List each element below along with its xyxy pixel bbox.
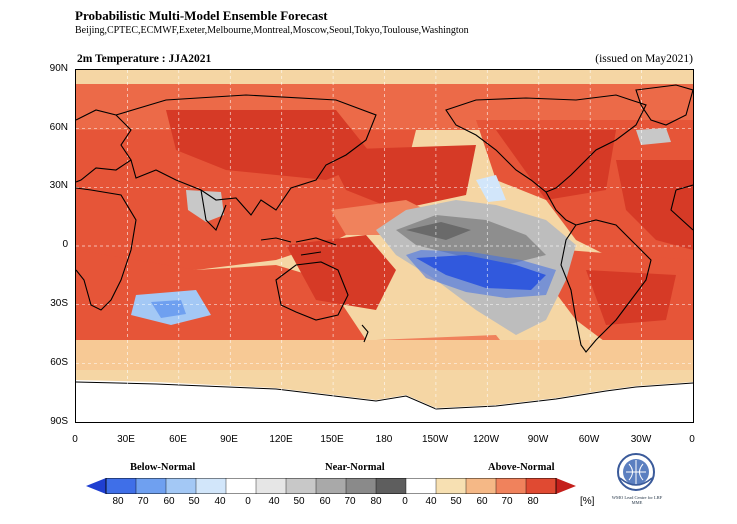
lon-label-60e: 60E [169,434,187,445]
colorbar-cell [225,478,257,494]
above-tick-70: 70 [501,496,513,507]
colorbar-cell [525,478,557,494]
contributing-centers: Beijing,CPTEC,ECMWF,Exeter,Melbourne,Mon… [75,25,469,36]
colorbar-cell [255,478,287,494]
near-tick-60: 60 [319,496,331,507]
forecast-title: Probabilistic Multi-Model Ensemble Forec… [75,8,328,23]
colorbar-cell [405,478,437,494]
below-tick-80: 80 [112,496,124,507]
near-tick-80: 80 [370,496,382,507]
near-normal-label: Near-Normal [325,462,385,473]
lon-label-90e: 90E [220,434,238,445]
colorbar-cell [285,478,317,494]
near-tick-40: 40 [268,496,280,507]
probability-colorbar [86,478,576,494]
near-tick-70: 70 [344,496,356,507]
below-normal-label: Below-Normal [130,462,196,473]
colorbar-unit: [%] [580,496,595,507]
forecast-map [75,69,694,423]
above-tick-50: 50 [450,496,462,507]
below-normal-region [131,128,671,325]
colorbar-cell [345,478,377,494]
wmo-emblem-icon [617,453,655,491]
lon-label-0: 0 [72,434,78,445]
logo-caption: WMO Lead Centre for LRF MME [611,495,663,505]
above-normal-label: Above-Normal [488,462,555,473]
colorbar-cell [105,478,137,494]
lat-label-30s: 30S [50,298,68,309]
lon-label-180: 180 [375,434,393,445]
map-title: 2m Temperature : JJA2021 [77,53,212,65]
below-tick-60: 60 [163,496,175,507]
lon-label-90w: 90W [527,434,549,445]
graticule [76,70,693,422]
issued-date: (issued on May2021) [595,53,693,65]
above-tick-0: 0 [402,496,408,507]
below-tick-70: 70 [137,496,149,507]
lat-label-eq: 0 [62,239,68,250]
lon-label-60w: 60W [578,434,600,445]
coastlines [76,84,693,353]
below-tick-50: 50 [188,496,200,507]
above-tick-80: 80 [527,496,539,507]
colorbar-cell [465,478,497,494]
lon-label-30w: 30W [630,434,652,445]
colorbar-cell [375,478,407,494]
colorbar-cell [165,478,197,494]
near-tick-0: 0 [245,496,251,507]
colorbar-cell [435,478,467,494]
lat-label-90s: 90S [50,416,68,427]
lon-label-120e: 120E [269,434,293,445]
lon-label-150w: 150W [421,434,449,445]
lon-label-120w: 120W [472,434,500,445]
colorbar-cell [315,478,347,494]
lat-label-90n: 90N [49,63,68,74]
lat-label-30n: 30N [49,180,68,191]
colorbar-cell [195,478,227,494]
lon-label-150e: 150E [320,434,344,445]
colorbar-cell [495,478,527,494]
near-tick-50: 50 [293,496,305,507]
colorbar-cell [135,478,167,494]
above-tick-60: 60 [476,496,488,507]
lat-label-60s: 60S [50,357,68,368]
above-tick-40: 40 [425,496,437,507]
lon-label-30e: 30E [117,434,135,445]
lat-label-60n: 60N [49,122,68,133]
lon-label-0-end: 0 [689,434,695,445]
below-tick-40: 40 [214,496,226,507]
